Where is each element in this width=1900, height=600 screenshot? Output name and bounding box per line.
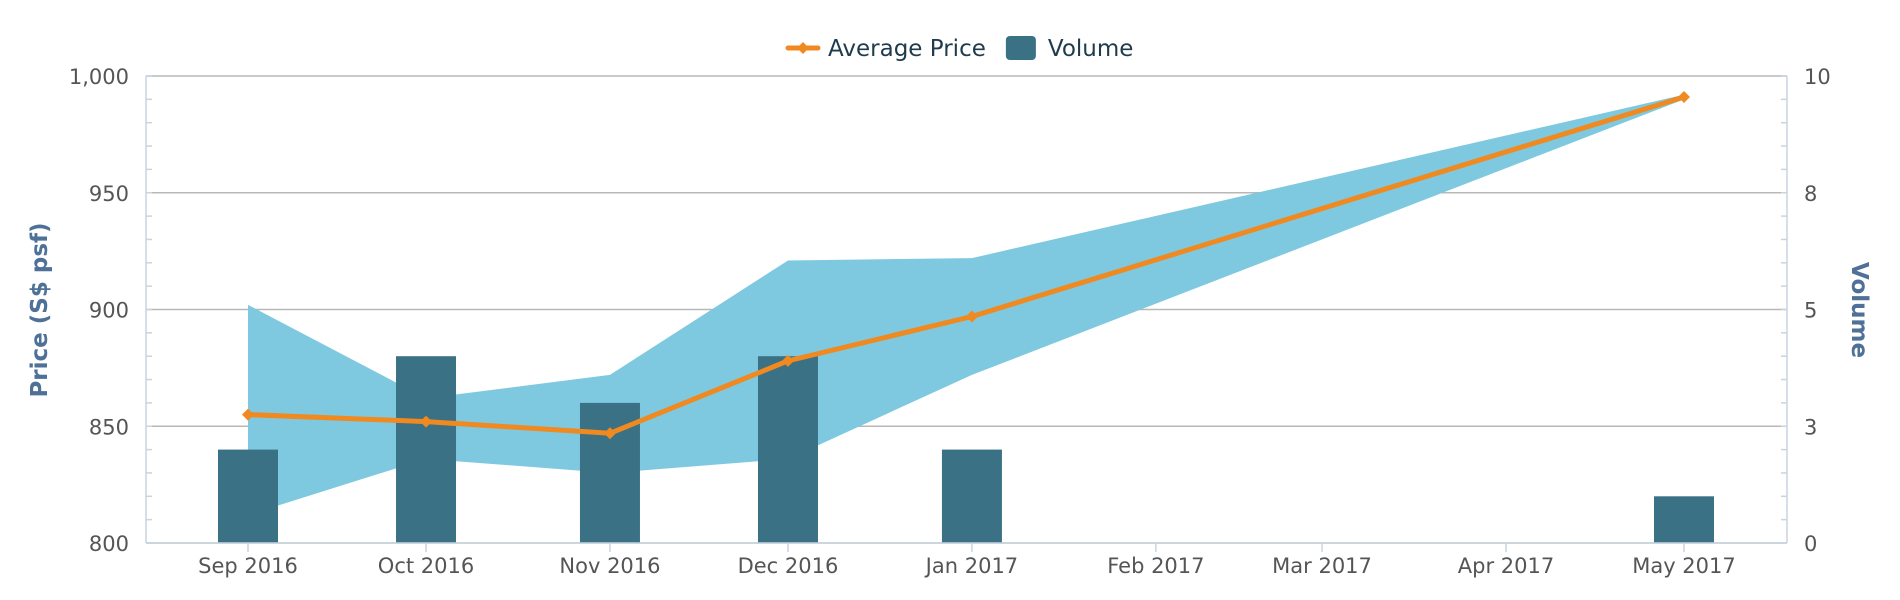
chart-legend[interactable]: Average Price Volume [785,36,1134,62]
x-axis-tick-label: Sep 2016 [198,554,298,578]
right-axis-tick-label: 5 [1804,299,1817,323]
left-axis-title: Price (S$ psf) [27,222,53,397]
legend-item[interactable]: Volume [1005,36,1134,62]
average-price-line-layer [242,91,1690,440]
right-axis-tick-label: 8 [1804,182,1817,206]
volume-bar [396,356,457,543]
left-axis-tick-label: 850 [89,415,129,439]
average-price-point [603,427,616,440]
x-axis-tick-label: Apr 2017 [1458,554,1554,578]
left-axis-tick-label: 950 [89,182,129,206]
volume-bar [218,449,278,543]
x-axis-tick-label: Jan 2017 [924,554,1019,578]
x-axis-tick-label: Nov 2016 [559,554,660,578]
legend-label: Average Price [828,36,986,62]
average-price-point [965,310,978,323]
x-axis-tick-label: Feb 2017 [1107,554,1204,578]
axes: Sep 2016 Oct 2016 Nov 2016 Dec 2016 Jan 2017… [69,65,1831,578]
legend-box-symbol [1005,36,1036,60]
legend-item[interactable]: Average Price [785,36,986,62]
left-axis-tick-label: 800 [89,532,129,556]
volume-bar-layer [218,356,1714,543]
right-axis-tick-label: 3 [1804,415,1817,439]
left-axis-tick-label: 900 [89,299,129,323]
x-axis-tick-label: Dec 2016 [738,554,839,578]
average-price-line [245,94,1687,436]
legend-label: Volume [1048,36,1134,62]
average-price-point [420,415,433,428]
volume-bar [941,449,1002,543]
average-price-point [1678,91,1690,104]
x-axis-tick-label: Oct 2016 [378,554,474,578]
right-axis-tick-label: 0 [1804,532,1817,556]
x-axis-tick-label: Mar 2017 [1272,554,1372,578]
right-axis-title: Volume [1846,262,1872,358]
right-axis-tick-label: 10 [1804,65,1831,89]
x-axis-tick-label: May 2017 [1632,554,1736,578]
average-price-point [781,354,794,367]
volume-bar [757,356,818,543]
average-price-point [242,408,254,421]
volume-bar [1654,496,1714,543]
legend-line-marker [797,42,809,54]
left-axis-tick-label: 1,000 [69,65,129,89]
